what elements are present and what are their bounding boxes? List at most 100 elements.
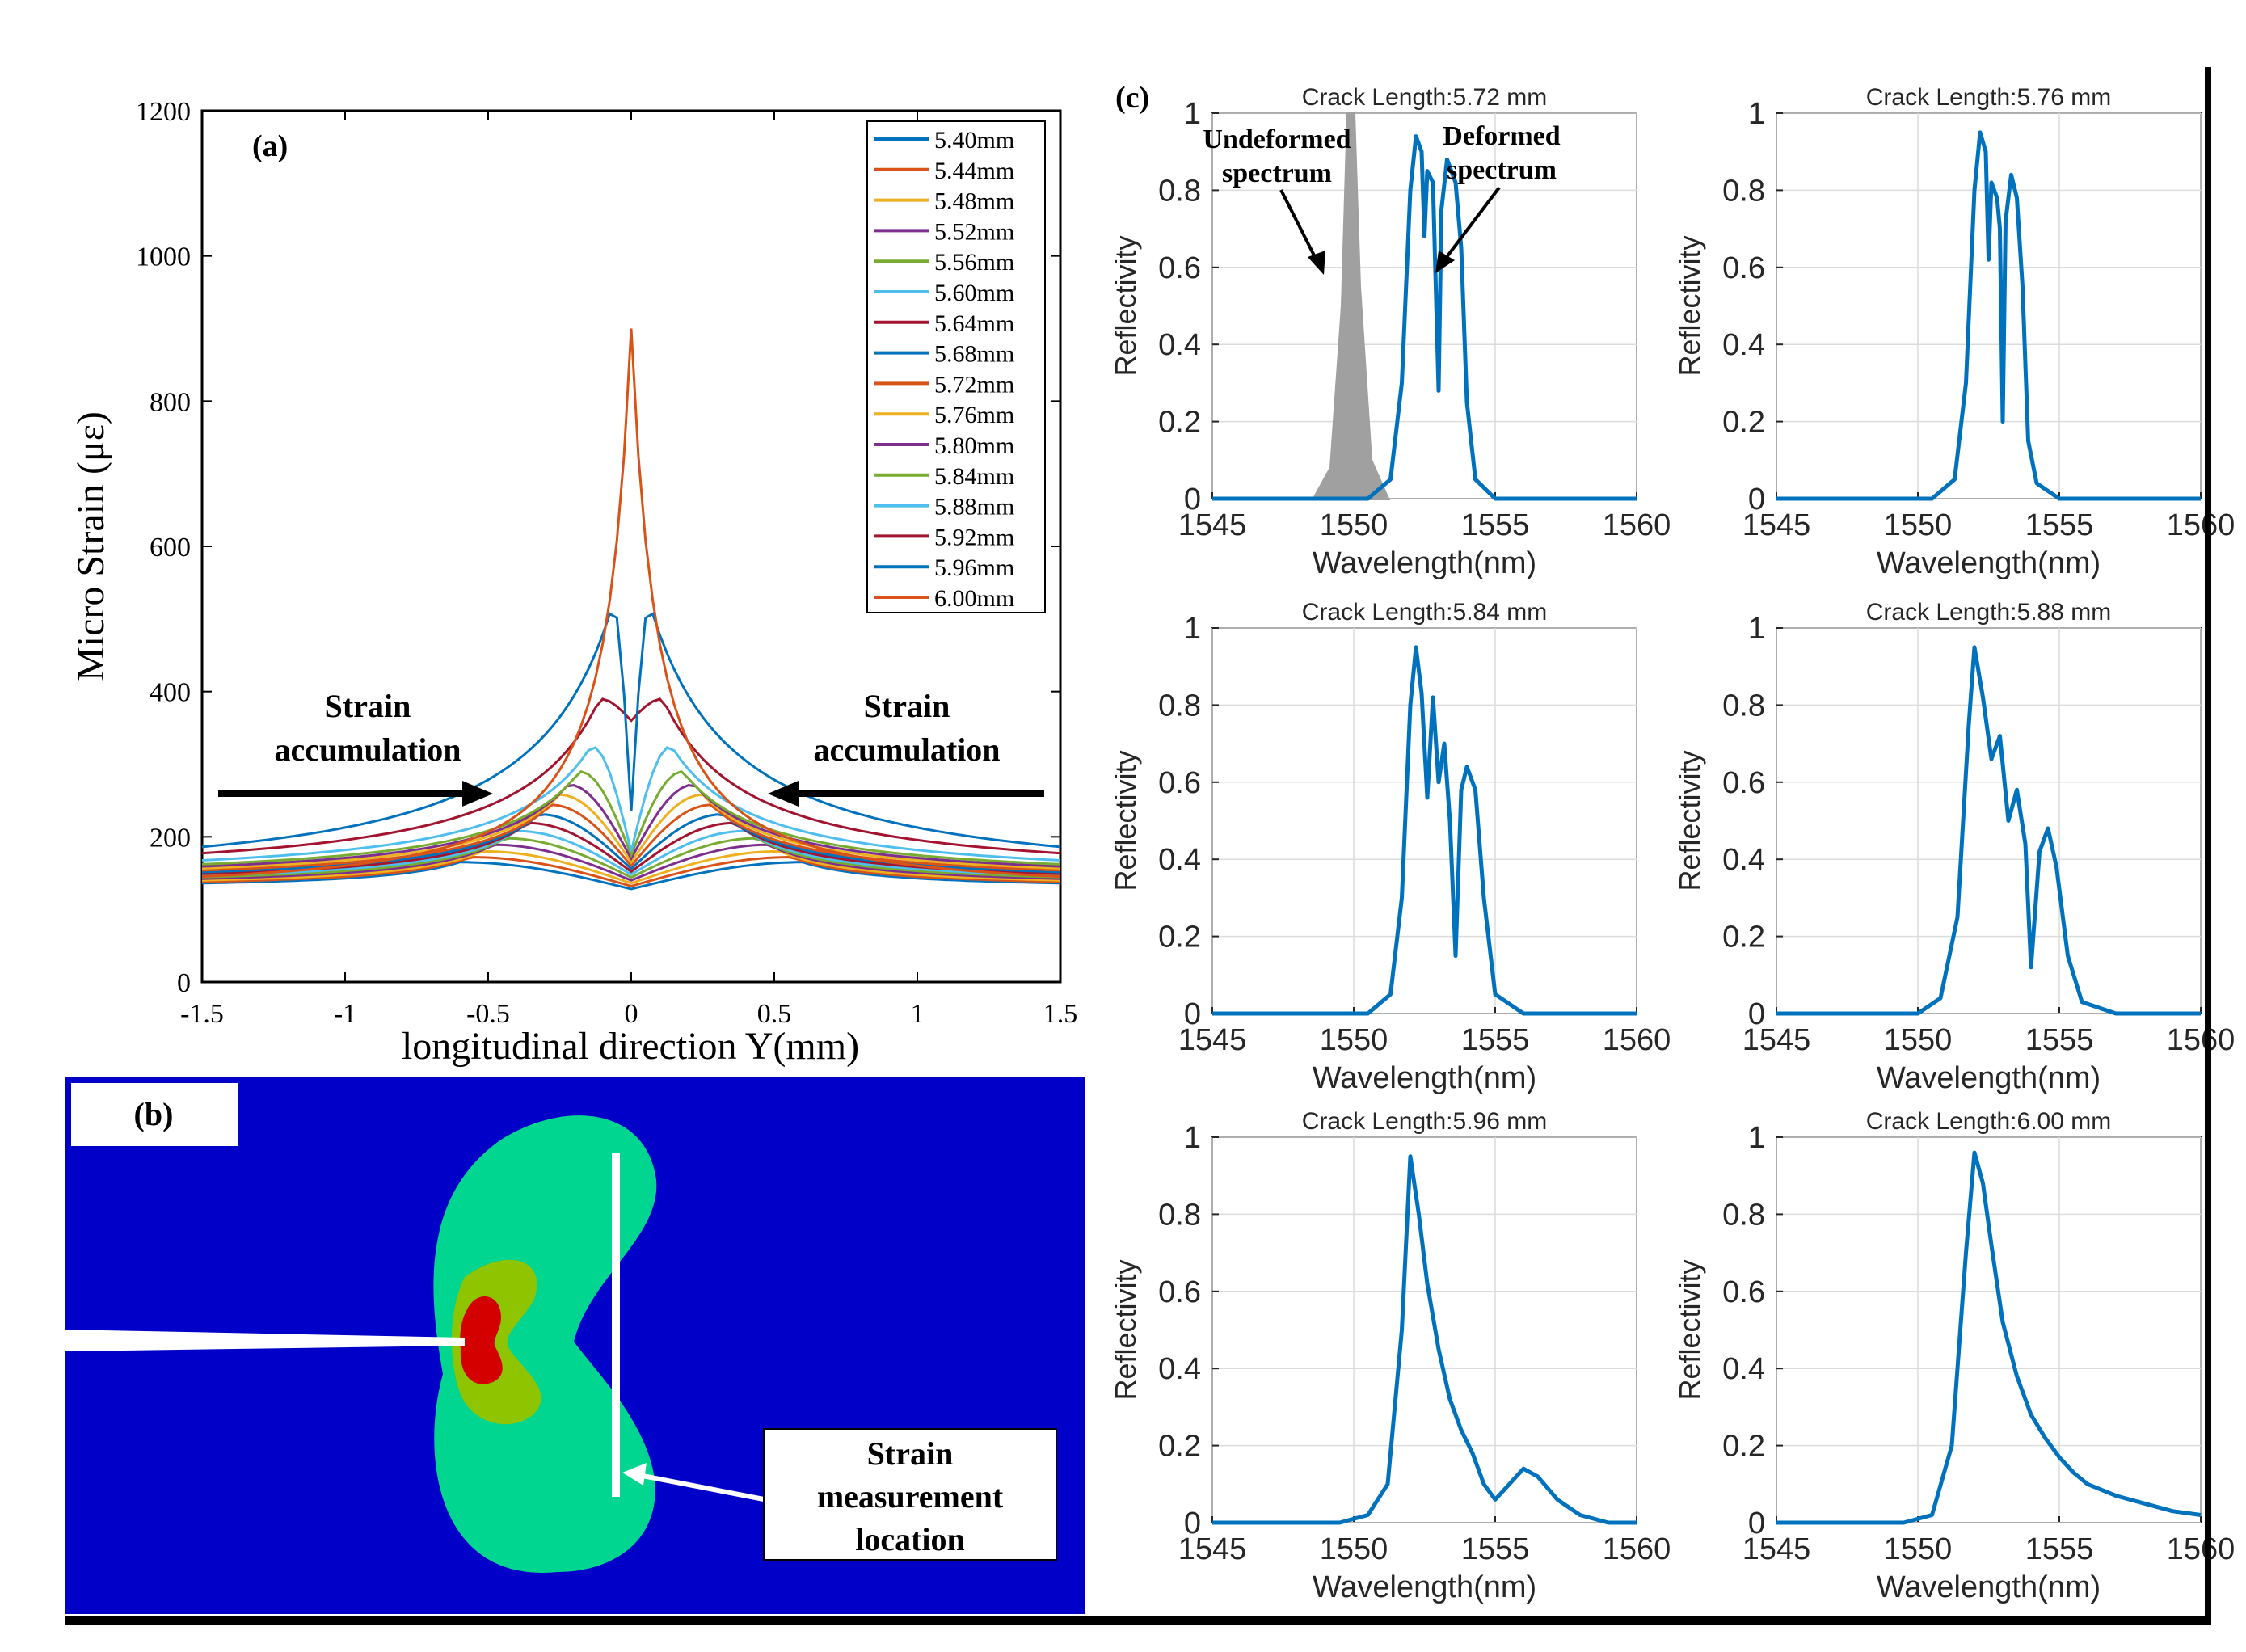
subplot-title: Crack Length:5.96 mm — [1302, 1108, 1547, 1135]
panel-a-series-line — [201, 793, 1061, 870]
subplot-y-tick-label: 1 — [1748, 1121, 1765, 1155]
panel-a-legend-entry: 5.68mm — [934, 341, 1014, 368]
deformed-spectrum-line — [1212, 134, 1637, 501]
panel-a-y-tick-label: 1000 — [136, 242, 191, 272]
subplot-x-tick-label: 1545 — [1742, 1532, 1811, 1566]
panel-a-x-tick-label: -1.5 — [180, 999, 224, 1029]
panel-a-series-line — [201, 769, 1061, 866]
panel-a-series-line — [201, 849, 1061, 885]
subplot-x-axis-label: Wavelength(nm) — [1313, 1061, 1536, 1095]
panel-a-legend-entry: 5.92mm — [934, 524, 1014, 550]
panel-a-y-tick-label: 0 — [177, 968, 191, 998]
panel-a-x-tick-label: 1.5 — [1043, 999, 1078, 1029]
panel-a-legend-entry: 5.88mm — [934, 494, 1014, 520]
subplot-x-tick-label: 1550 — [1884, 508, 1953, 542]
subplot-axes-box — [1211, 627, 1637, 1014]
subplot-y-tick-label: 0.8 — [1722, 689, 1765, 723]
subplot-x-tick-label: 1545 — [1742, 508, 1811, 542]
deformed-spectrum-line — [1776, 1150, 2202, 1525]
subplot-y-axis-label: Reflectivity — [1109, 750, 1142, 891]
deformed-spectrum-line — [1776, 645, 2201, 1016]
subplot-x-tick-label: 1560 — [2167, 1023, 2235, 1057]
panel-a-series-line — [201, 821, 1061, 875]
subplot-y-tick-label: 0.6 — [1158, 251, 1201, 285]
spectrum-subplot: 1545 1550 1555 1560 0 0.2 0.4 0.6 0.8 1 Crack Leng… — [1109, 84, 1671, 580]
panel-a-curves — [201, 328, 1061, 891]
panel-a-series-line — [201, 843, 1061, 882]
panel-a-series-line — [201, 861, 1061, 891]
strain-accumulation-right-line2: accumulation — [813, 731, 1000, 768]
subplot-x-tick-label: 1555 — [1461, 1023, 1530, 1057]
panel-a-series-line — [201, 328, 1061, 879]
subplot-x-axis-label: Wavelength(nm) — [1313, 1570, 1536, 1604]
deformed-annotation-line1: Deformed — [1443, 121, 1560, 151]
subplot-y-tick-label: 0.2 — [1158, 921, 1201, 955]
plastic-zone-region — [433, 1115, 657, 1573]
panel-a-legend-entry: 5.80mm — [934, 432, 1014, 459]
panel-a-legend-entry: 5.96mm — [934, 554, 1014, 581]
panel-b-stress-contour: (b) Strain measurement location — [65, 1077, 1085, 1614]
panel-a-legend-entry: 5.60mm — [934, 280, 1014, 306]
core-zone-region — [460, 1296, 503, 1384]
subplot-x-axis-label: Wavelength(nm) — [1877, 546, 2101, 580]
subplot-y-tick-label: 0.6 — [1722, 251, 1765, 285]
subplot-y-tick-label: 0 — [1184, 483, 1201, 516]
subplot-x-tick-label: 1550 — [1320, 508, 1388, 542]
measurement-annotation-line1: Strain — [867, 1435, 954, 1472]
spectrum-subplot: 1545 1550 1555 1560 0 0.2 0.4 0.6 0.8 1 Crack Leng… — [1109, 1108, 1671, 1604]
panel-a-legend-entry: 5.40mm — [934, 127, 1014, 154]
panel-a-series-line — [201, 612, 1061, 849]
panel-a-legend-entry: 6.00mm — [934, 585, 1014, 612]
subplot-x-tick-label: 1560 — [1603, 508, 1671, 542]
panel-a-legend-entry: 5.48mm — [934, 188, 1014, 215]
subplot-axes-box — [1776, 112, 2202, 499]
subplot-axes-box — [1776, 1136, 2202, 1523]
spectrum-subplot: 1545 1550 1555 1560 0 0.2 0.4 0.6 0.8 1 Crack Leng… — [1673, 599, 2235, 1095]
panel-a-y-ticks: 0 200 400 600 800 1000 1200 — [136, 97, 1060, 998]
subplot-title: Crack Length:5.72 mm — [1302, 84, 1547, 111]
subplot-y-axis-label: Reflectivity — [1673, 235, 1706, 376]
subplot-y-tick-label: 1 — [1184, 97, 1201, 131]
panel-a-series-line — [201, 829, 1061, 877]
subplot-y-tick-label: 0.8 — [1722, 174, 1765, 208]
subplot-x-tick-label: 1545 — [1178, 508, 1247, 542]
panel-a-series-line — [201, 697, 1061, 855]
measurement-annotation-line3: location — [855, 1521, 965, 1557]
subplot-y-tick-label: 0 — [1748, 483, 1765, 516]
subplot-y-tick-label: 0.2 — [1722, 406, 1765, 440]
panel-b-label-box — [71, 1083, 238, 1146]
panel-a-series-line — [201, 803, 1061, 872]
panel-a-series-line — [201, 837, 1061, 879]
subplot-x-axis-label: Wavelength(nm) — [1313, 546, 1536, 580]
deformed-annotation-line2: spectrum — [1447, 155, 1557, 185]
panel-a-x-tick-label: 0.5 — [757, 999, 792, 1029]
subplot-y-tick-label: 1 — [1748, 97, 1765, 131]
subplot-x-axis-label: Wavelength(nm) — [1877, 1570, 2101, 1604]
panel-a-x-tick-label: -0.5 — [466, 999, 510, 1029]
deformed-arrow-icon — [1435, 186, 1501, 273]
subplot-y-tick-label: 0.6 — [1158, 766, 1201, 800]
panel-a-x-tick-label: 1 — [911, 999, 925, 1029]
subplot-y-axis-label: Reflectivity — [1673, 750, 1706, 891]
crack-line — [65, 1330, 465, 1351]
subplot-y-tick-label: 0.6 — [1722, 1275, 1765, 1309]
subplot-x-tick-label: 1545 — [1742, 1023, 1811, 1057]
subplot-title: Crack Length:5.84 mm — [1302, 599, 1547, 626]
subplot-y-tick-label: 0 — [1184, 1507, 1201, 1540]
panel-a-legend-entry: 5.64mm — [934, 310, 1014, 337]
panel-a-x-axis-label: longitudinal direction Y(mm) — [402, 1025, 859, 1068]
panel-a-x-ticks: -1.5 -1 -0.5 0 0.5 1 1.5 — [180, 111, 1077, 1029]
panel-a-series-line — [201, 784, 1061, 868]
panel-a-legend-box — [866, 120, 1046, 613]
panel-a-x-tick-label: -1 — [334, 999, 356, 1029]
deformed-spectrum-line — [1212, 645, 1637, 1016]
subplot-x-tick-label: 1550 — [1320, 1532, 1388, 1566]
subplot-y-tick-label: 0.2 — [1158, 406, 1201, 440]
spectrum-subplot: 1545 1550 1555 1560 0 0.2 0.4 0.6 0.8 1 Crack Leng… — [1109, 599, 1671, 1095]
subplot-y-tick-label: 0 — [1748, 997, 1765, 1031]
panel-a-strain-chart: 0 200 400 600 800 1000 1200 -1.5 -1 -0.5 0 0.5 1 1.5… — [70, 97, 1077, 1068]
subplot-y-tick-label: 1 — [1748, 612, 1765, 646]
strain-accumulation-right-line1: Strain — [864, 688, 950, 724]
left-arrow-icon — [218, 781, 493, 807]
